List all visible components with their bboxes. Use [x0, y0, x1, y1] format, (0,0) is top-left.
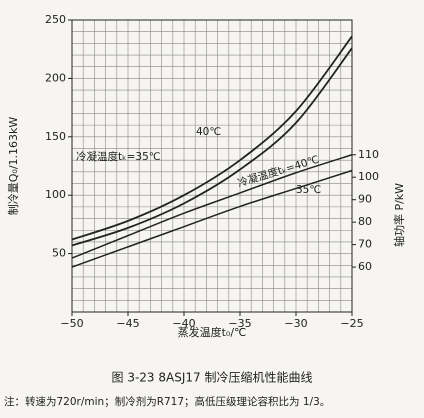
y-tick-label: 100 [45, 188, 66, 201]
y2-tick-label: 60 [358, 260, 372, 273]
y2-tick-label: 100 [358, 170, 379, 183]
y2-tick-label: 110 [358, 148, 379, 161]
x-tick-label: −45 [116, 317, 139, 330]
x-tick-label: −40 [172, 317, 195, 330]
series-label: 40℃ [196, 126, 221, 138]
y-tick-label: 50 [52, 247, 66, 260]
x-tick-label: −30 [284, 317, 307, 330]
note: 注：转速为720r/min；制冷剂为R717；高低压级理论容积比为 1/3。 [4, 395, 330, 408]
y-axis-label: 制冷量Q₀/1.163kW [7, 117, 20, 216]
y-tick-label: 200 [45, 71, 66, 84]
x-tick-label: −25 [340, 317, 363, 330]
series-line [71, 35, 353, 241]
y-tick-label: 150 [45, 130, 66, 143]
y2-tick-label: 70 [358, 238, 372, 251]
plot-frame [71, 19, 353, 313]
y2-tick-label: 80 [358, 215, 372, 228]
x-tick-label: −50 [60, 317, 83, 330]
caption: 图 3-23 8ASJ17 制冷压缩机性能曲线 [112, 370, 313, 385]
x-axis-label: 蒸发温度t₀/℃ [178, 325, 247, 339]
x-tick-label: −35 [228, 317, 251, 330]
series-line [71, 47, 353, 247]
y-tick-label: 250 [45, 13, 66, 26]
series-line [71, 169, 353, 268]
y2-axis-label: 轴功率 P/kW [392, 183, 406, 247]
y2-tick-label: 90 [358, 193, 372, 206]
series-label: 35℃ [296, 184, 321, 196]
series-label: 冷凝温度tₖ=35℃ [76, 150, 161, 163]
series-line [71, 154, 353, 259]
